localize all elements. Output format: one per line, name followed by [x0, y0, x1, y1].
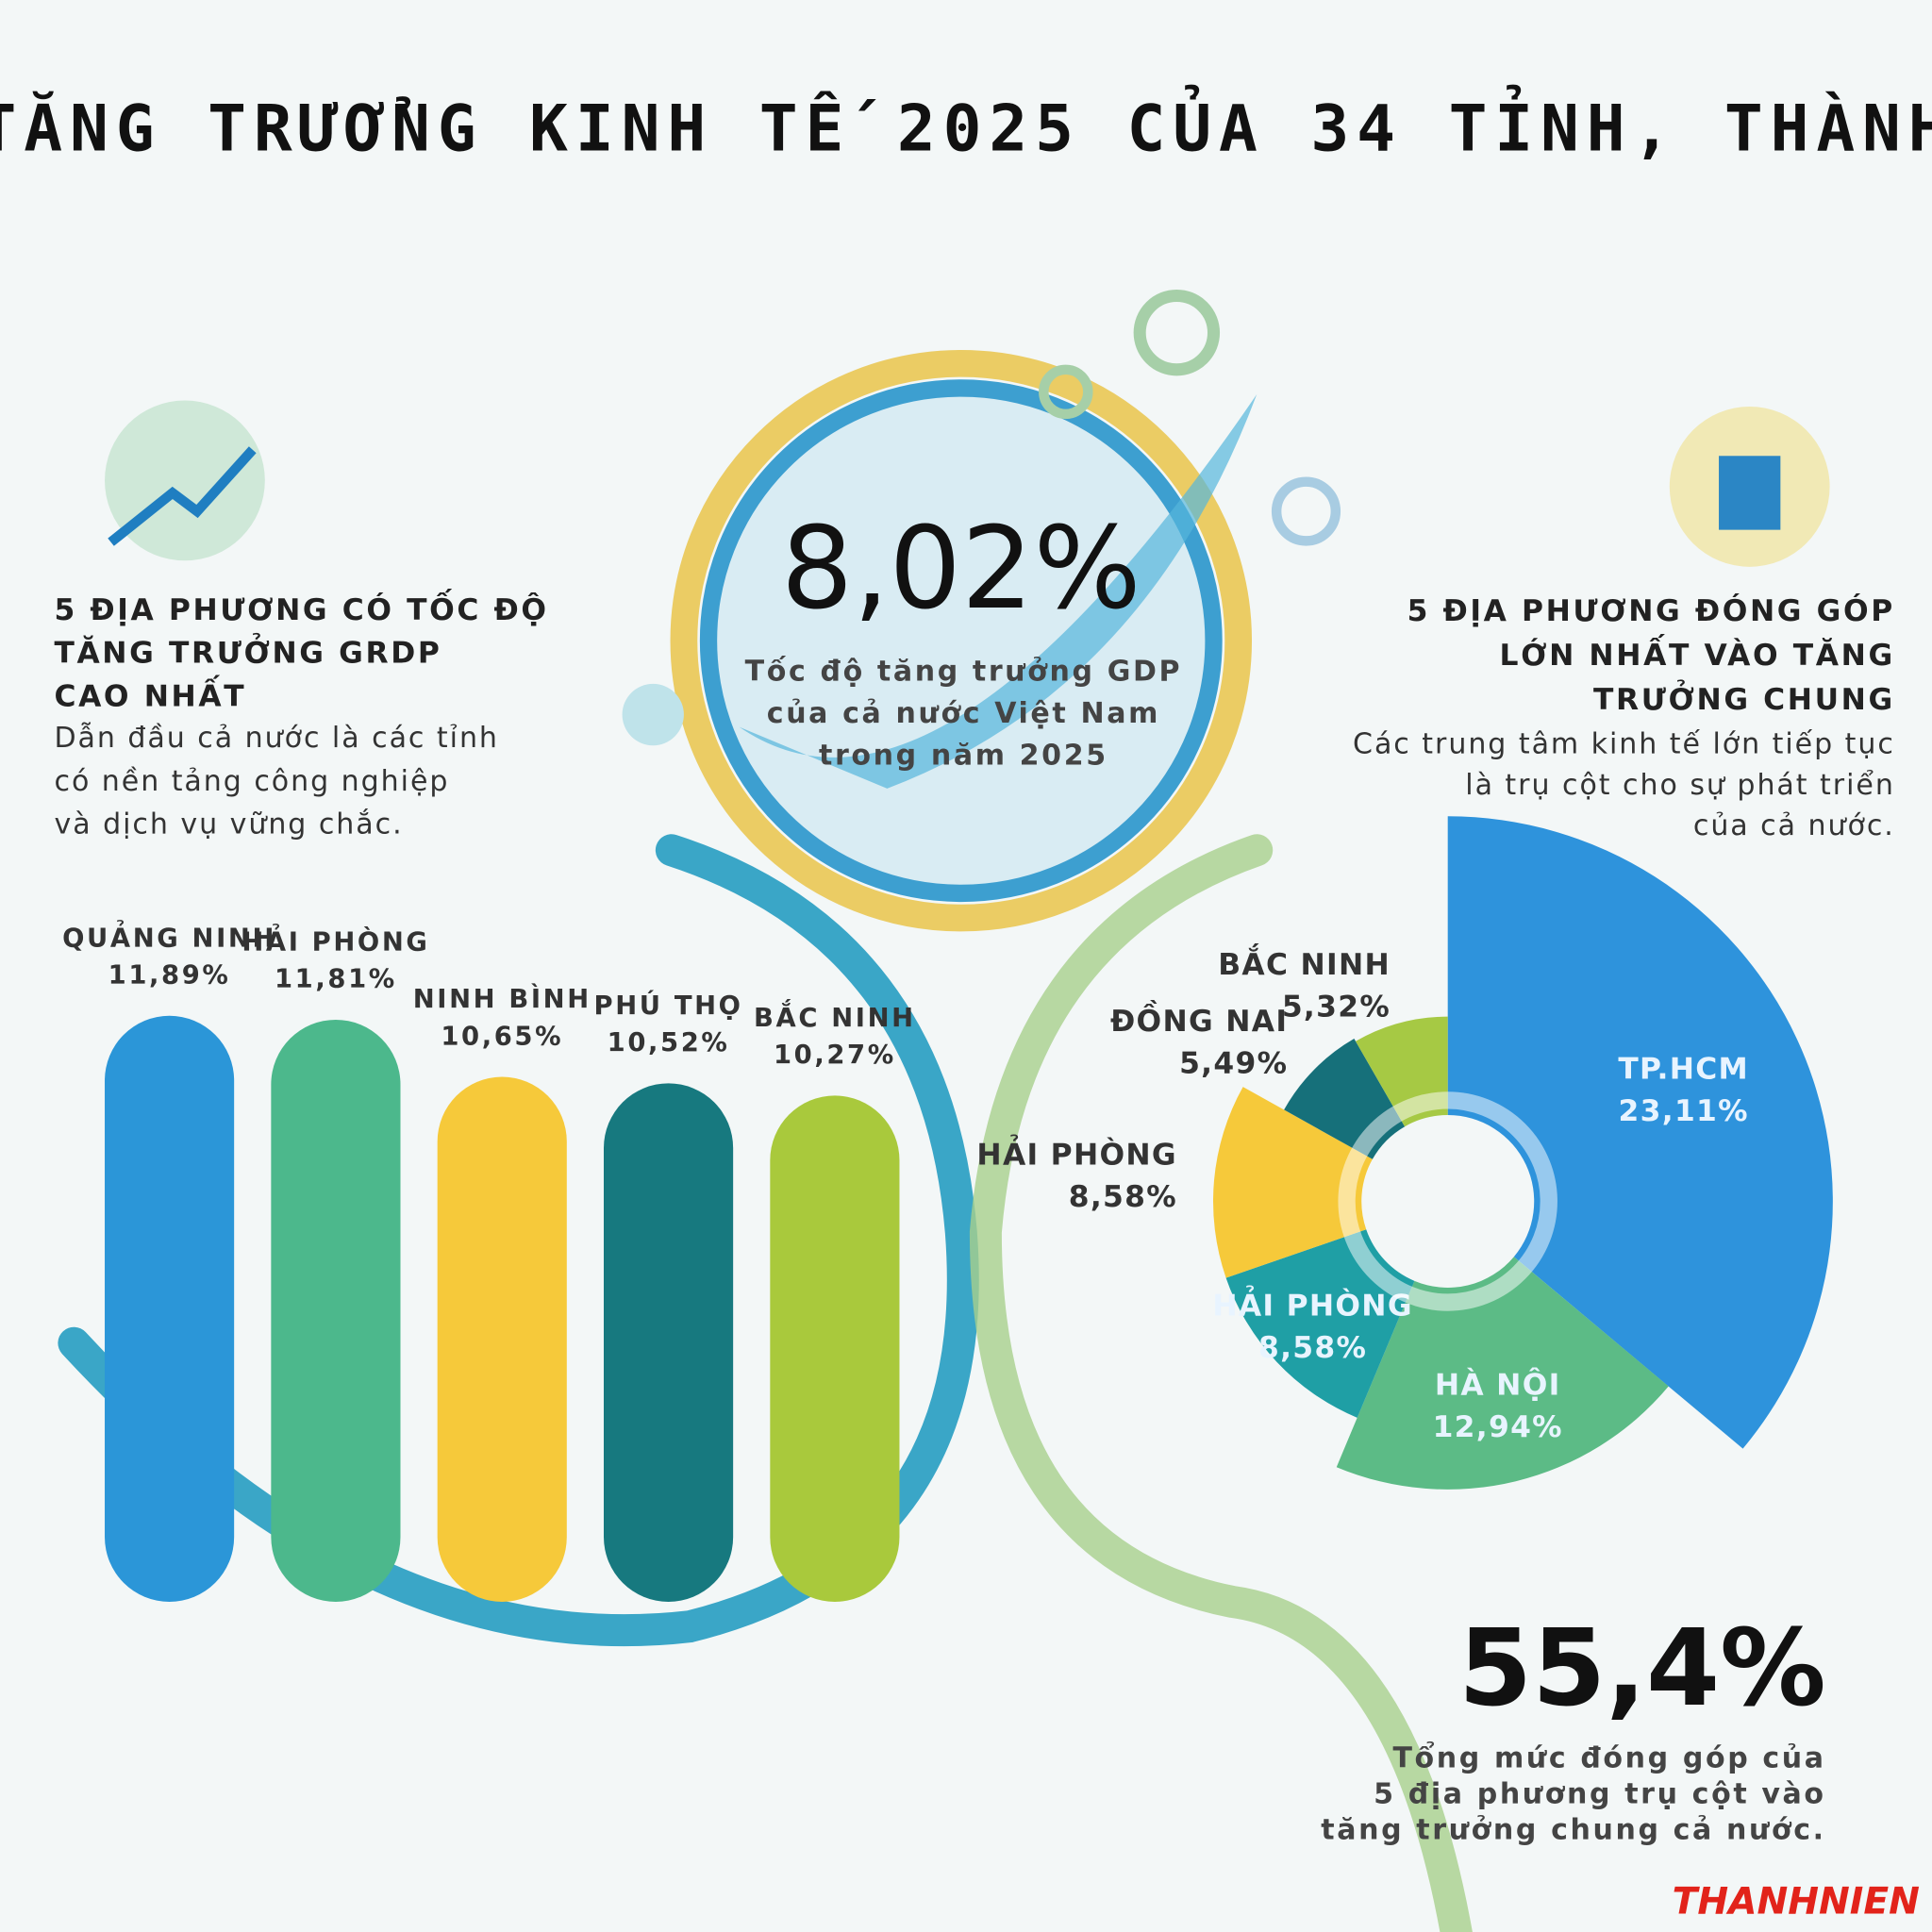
text-line: Tốc độ tăng trưởng GDP [745, 656, 1182, 689]
bar [437, 1076, 567, 1602]
polar-segment [1225, 1229, 1415, 1418]
bar-category: BẮC NINH [754, 999, 916, 1033]
polar-category: HÀ NỘI [1435, 1366, 1561, 1402]
polar-segment [1447, 816, 1833, 1449]
bar [770, 1095, 900, 1602]
bar-category: HẢI PHÒNG [242, 924, 429, 957]
text-line: Các trung tâm kinh tế lớn tiếp tục [1353, 728, 1895, 761]
bar-category: PHÚ THỌ [594, 991, 743, 1021]
bar-value-label: 10,52% [608, 1028, 730, 1058]
polar-category: ĐỒNG NAI [1110, 998, 1288, 1039]
text-line: TĂNG TRƯỞNG GRDP [54, 631, 441, 671]
brand: THANHNIEN [1673, 1880, 1920, 1923]
text-line: có nền tảng công nghiệp [54, 765, 449, 798]
polar-category: BẮC NINH [1218, 942, 1391, 982]
polar-value-label: 23,11% [1619, 1094, 1749, 1128]
text-line: CAO NHẤT [54, 674, 246, 713]
charts: QUẢNG NINH 11,89% HẢI PHÒNG 11,81% NINH BÌNH… [62, 816, 1833, 1602]
bar-value-label: 11,81% [275, 965, 397, 994]
bar-category: QUẢNG NINH [62, 920, 276, 953]
bar-value-label: 11,89% [108, 960, 231, 990]
text-line: và dịch vụ vững chắc. [54, 808, 403, 841]
polar-category: HẢI PHÒNG [976, 1134, 1177, 1173]
right-heading: 5 ĐỊA PHƯƠNG ĐÓNG GÓP LỚN NHẤT VÀO TĂNGTR… [1407, 591, 1895, 717]
text-line: 5 ĐỊA PHƯƠNG ĐÓNG GÓP [1407, 591, 1895, 628]
polar-value-label: 12,94% [1433, 1410, 1563, 1444]
polar-category: TP.HCM [1618, 1053, 1749, 1087]
bar [604, 1083, 734, 1602]
polar-segment [1336, 1257, 1669, 1490]
headline-value: 8,02% [781, 503, 1141, 635]
text-line: trong năm 2025 [819, 739, 1108, 772]
bar-value-label: 10,27% [774, 1041, 896, 1070]
text-line: của cả nước. [1693, 809, 1895, 842]
text-line: là trụ cột cho sự phát triển [1465, 768, 1895, 802]
text-line: tăng trưởng chung cả nước. [1321, 1813, 1825, 1846]
title: TĂNG TRƯỞNG KINH TẾ 2025 CỦA 34 TỈNH, TH… [0, 84, 1932, 166]
polar-value-label: 5,49% [1179, 1046, 1288, 1080]
polar-value-label: 5,32% [1282, 991, 1391, 1024]
text-line: của cả nước Việt Nam [767, 697, 1160, 730]
summary-value: 55,4% [1458, 1607, 1826, 1730]
headline-caption: Tốc độ tăng trưởng GDP của cả nước Việt N… [745, 656, 1182, 773]
decoration [58, 289, 1830, 1932]
text-line: TRƯỞNG CHUNG [1593, 677, 1895, 717]
text-line: 5 địa phương trụ cột vào [1374, 1778, 1826, 1811]
bar [105, 1015, 235, 1602]
polar-category: HẢI PHÒNG [1212, 1284, 1413, 1323]
bar-category: NINH BÌNH [413, 984, 591, 1014]
bar [271, 1019, 401, 1602]
polar-segment [1212, 1087, 1373, 1278]
text-line: LỚN NHẤT VÀO TĂNG [1500, 633, 1895, 673]
right-body: Các trung tâm kinh tế lớn tiếp tục là trụ… [1353, 728, 1895, 842]
left-body: Dẫn đầu cả nước là các tỉnh có nền tảng c… [54, 722, 498, 841]
text-line: 5 ĐỊA PHƯƠNG CÓ TỐC ĐỘ [54, 587, 548, 627]
bar-value-label: 10,65% [441, 1022, 563, 1051]
polar-ring [1338, 1091, 1557, 1311]
text-line: Dẫn đầu cả nước là các tỉnh [54, 722, 498, 755]
polar-value-label: 8,58% [1069, 1180, 1177, 1214]
text-line: Tổng mức đóng góp của [1392, 1741, 1825, 1775]
polar-value-label: 8,58% [1258, 1331, 1367, 1365]
